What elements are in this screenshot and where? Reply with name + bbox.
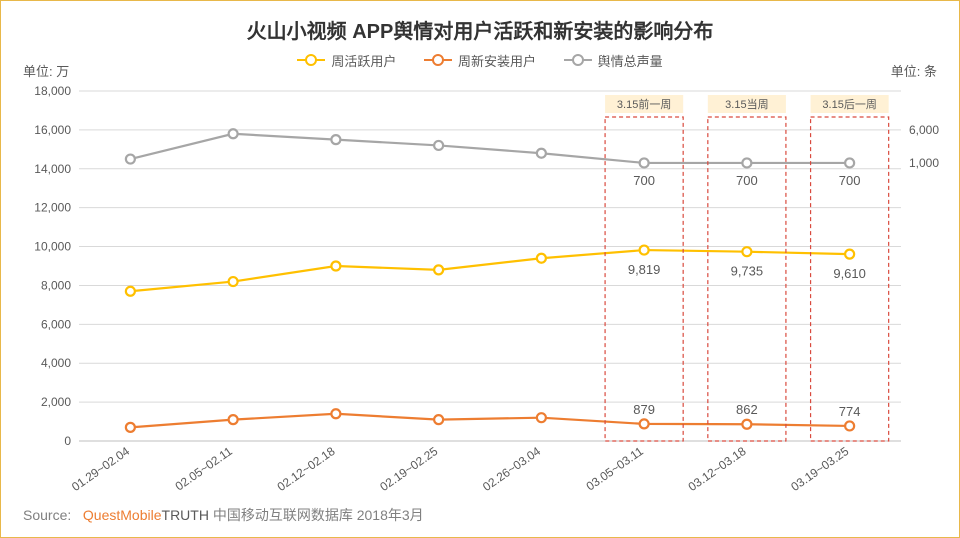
svg-text:12,000: 12,000 [34,201,71,215]
svg-text:2,000: 2,000 [41,395,71,409]
svg-text:700: 700 [839,173,861,188]
chart-svg: 0 2,000 4,000 6,000 8,000 10,000 12,000 14,000 1… [1,1,960,538]
svg-text:02.19~02.25: 02.19~02.25 [377,444,440,494]
svg-text:16,000: 16,000 [34,123,71,137]
svg-text:3.15前一周: 3.15前一周 [617,97,671,111]
svg-text:10,000: 10,000 [34,240,71,254]
svg-text:862: 862 [736,402,758,417]
svg-text:03.19~03.25: 03.19~03.25 [788,444,851,494]
svg-text:879: 879 [633,402,655,417]
svg-text:01.29~02.04: 01.29~02.04 [69,444,132,494]
source-prefix: Source: [23,507,71,523]
svg-text:3.15当周: 3.15当周 [725,97,768,111]
chart-container: 火山小视频 APP舆情对用户活跃和新安装的影响分布 周活跃用户 周新安装用户 舆… [0,0,960,538]
svg-text:700: 700 [736,173,758,188]
svg-text:6,000: 6,000 [41,317,71,331]
source-line: Source: QuestMobileTRUTH 中国移动互联网数据库 2018… [23,505,424,525]
svg-text:9,735: 9,735 [731,264,764,279]
source-brand-a: QuestMobile [83,507,162,523]
svg-text:0: 0 [64,434,71,448]
source-rest: 中国移动互联网数据库 2018年3月 [209,507,424,523]
svg-text:18,000: 18,000 [34,84,71,98]
svg-text:02.26~03.04: 02.26~03.04 [480,444,543,494]
svg-text:700: 700 [633,173,655,188]
svg-text:14,000: 14,000 [34,162,71,176]
svg-text:8,000: 8,000 [41,278,71,292]
svg-text:03.05~03.11: 03.05~03.11 [584,444,647,494]
svg-text:1,000: 1,000 [909,156,939,170]
svg-text:4,000: 4,000 [41,356,71,370]
svg-text:02.12~02.18: 02.12~02.18 [275,444,338,494]
svg-text:9,610: 9,610 [833,266,866,281]
svg-text:774: 774 [839,404,861,419]
source-brand-b: TRUTH [162,507,209,523]
svg-text:3.15后一周: 3.15后一周 [822,98,876,111]
svg-text:02.05~02.11: 02.05~02.11 [173,444,236,494]
svg-text:6,000: 6,000 [909,123,939,137]
svg-text:03.12~03.18: 03.12~03.18 [686,444,749,494]
svg-text:9,819: 9,819 [628,262,661,277]
